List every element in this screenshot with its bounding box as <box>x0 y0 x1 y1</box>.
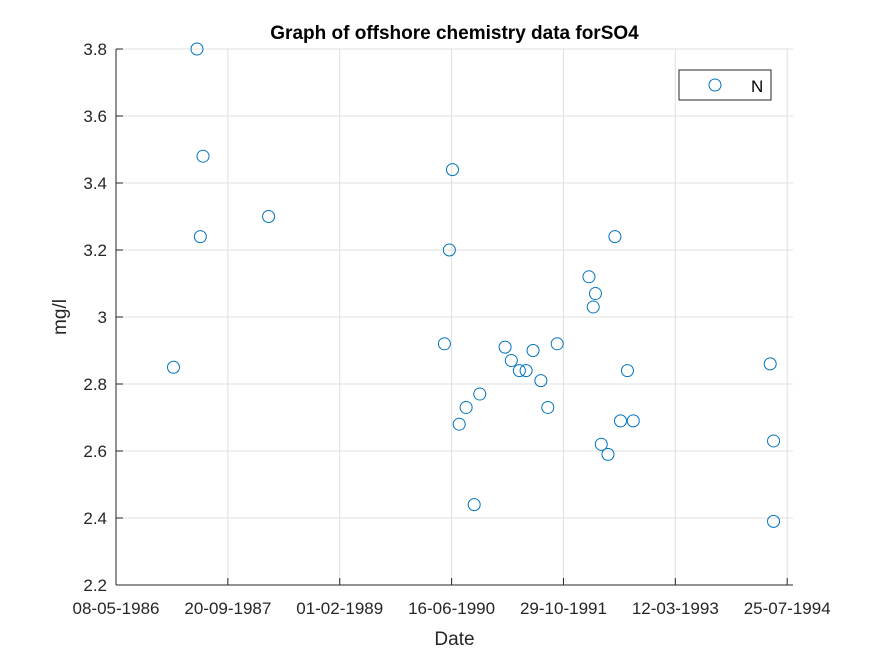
x-tick-label: 20-09-1987 <box>184 599 271 618</box>
data-point <box>467 498 481 512</box>
x-tick-label: 12-03-1993 <box>632 599 719 618</box>
y-tick-label: 2.8 <box>83 375 107 394</box>
data-point <box>193 230 207 244</box>
data-point <box>498 340 512 354</box>
x-tick-label: 29-10-1991 <box>520 599 607 618</box>
data-point <box>445 163 459 177</box>
y-tick-label: 3.4 <box>83 174 107 193</box>
data-point <box>620 364 634 378</box>
x-axis-ticks: 08-05-1986 20-09-1987 01-02-1989 16-06-1990… <box>73 578 831 618</box>
y-tick-label: 3.6 <box>83 107 107 126</box>
data-point <box>459 400 473 414</box>
y-axis-label: mg/l <box>50 299 71 335</box>
data-points <box>166 42 781 528</box>
data-point <box>626 414 640 428</box>
data-point <box>504 354 518 368</box>
data-point <box>541 400 555 414</box>
y-tick-label: 2.2 <box>83 576 107 595</box>
legend-marker-n <box>708 78 722 92</box>
legend: N <box>678 69 772 101</box>
legend-box <box>678 69 772 101</box>
data-point <box>608 230 622 244</box>
chart-title: Graph of offshore chemistry data forSO4 <box>270 23 639 44</box>
y-tick-label: 3 <box>98 308 107 327</box>
data-point <box>166 360 180 374</box>
data-point <box>190 42 204 56</box>
data-point <box>767 434 781 448</box>
data-point <box>437 337 451 351</box>
data-point <box>196 149 210 163</box>
data-point <box>582 270 596 284</box>
y-tick-label: 3.8 <box>83 40 107 59</box>
data-point <box>550 337 564 351</box>
data-point <box>262 210 276 223</box>
y-tick-label: 2.4 <box>83 509 107 528</box>
data-point <box>534 374 548 388</box>
x-tick-label: 16-06-1990 <box>408 599 495 618</box>
data-point <box>601 447 615 461</box>
x-tick-label: 01-02-1989 <box>296 599 383 618</box>
data-point <box>767 514 781 528</box>
data-point <box>519 364 533 378</box>
x-axis-label: Date <box>434 629 474 650</box>
y-tick-label: 2.6 <box>83 442 107 461</box>
data-point <box>512 364 526 378</box>
data-point <box>588 287 602 301</box>
x-tick-label: 08-05-1986 <box>73 599 160 618</box>
data-point <box>452 417 466 431</box>
data-point <box>586 300 600 314</box>
data-point <box>763 357 777 371</box>
data-point <box>594 437 608 451</box>
data-point <box>442 243 456 257</box>
data-point <box>614 414 628 428</box>
y-tick-label: 3.2 <box>83 241 107 260</box>
data-point <box>526 344 540 357</box>
legend-entry-n: N <box>751 77 763 96</box>
y-axis-ticks: 2.2 2.4 2.6 2.8 3 3.2 3.4 3.6 3.8 <box>83 40 123 595</box>
x-tick-label: 25-07-1994 <box>744 599 831 618</box>
data-point <box>473 387 487 401</box>
